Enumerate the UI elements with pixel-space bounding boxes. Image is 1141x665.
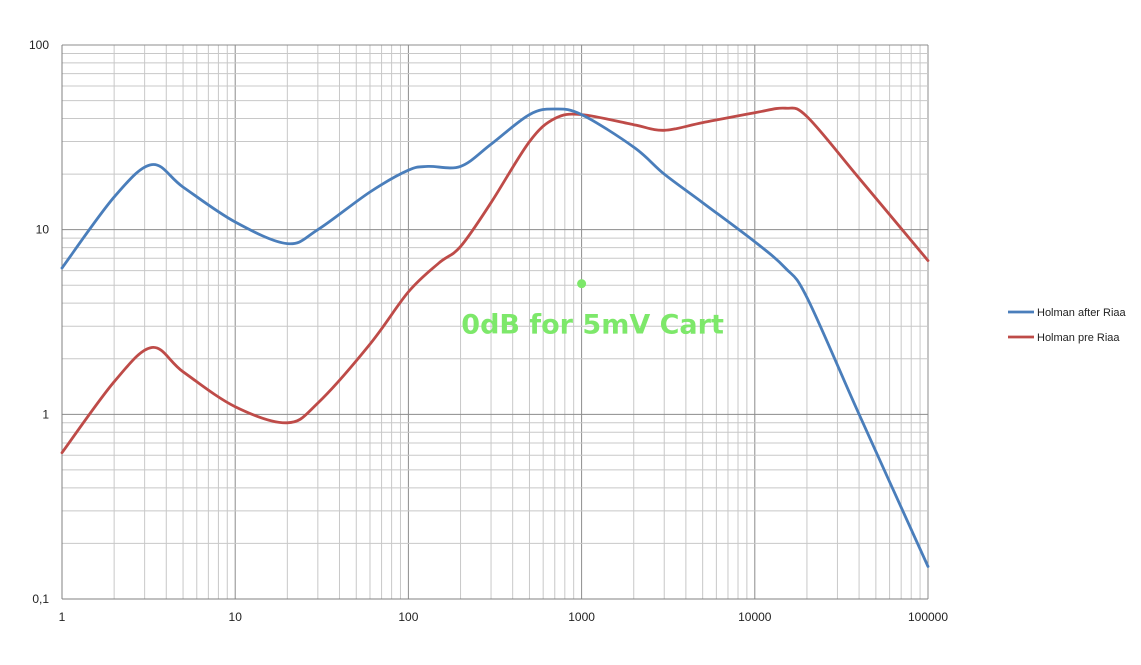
y-tick-label: 0,1 <box>32 592 49 606</box>
legend-label: Holman after Riaa <box>1037 307 1127 319</box>
series-lines <box>60 106 930 568</box>
series-line-holman-after-riaa <box>60 107 930 568</box>
x-tick-label: 1 <box>59 610 66 624</box>
series-line-holman-pre-riaa <box>60 106 930 455</box>
x-tick-label: 10000 <box>738 610 772 624</box>
y-tick-label: 1 <box>42 407 49 421</box>
y-tick-label: 10 <box>36 223 50 237</box>
annotation-marker <box>577 279 587 289</box>
y-tick-label: 100 <box>29 38 49 52</box>
x-tick-label: 10 <box>229 610 243 624</box>
legend: Holman after Riaa Holman pre Riaa <box>1008 307 1127 344</box>
annotation-label: 0dB for 5mV Cart <box>461 310 724 341</box>
x-tick-label: 1000 <box>568 610 595 624</box>
annotations: 0dB for 5mV Cart <box>461 279 724 341</box>
legend-label: Holman pre Riaa <box>1037 332 1120 344</box>
x-tick-label: 100 <box>398 610 418 624</box>
x-tick-label: 100000 <box>908 610 948 624</box>
axes: 1 10 100 1000 10000 100000 0,1 1 10 100 <box>29 38 948 624</box>
